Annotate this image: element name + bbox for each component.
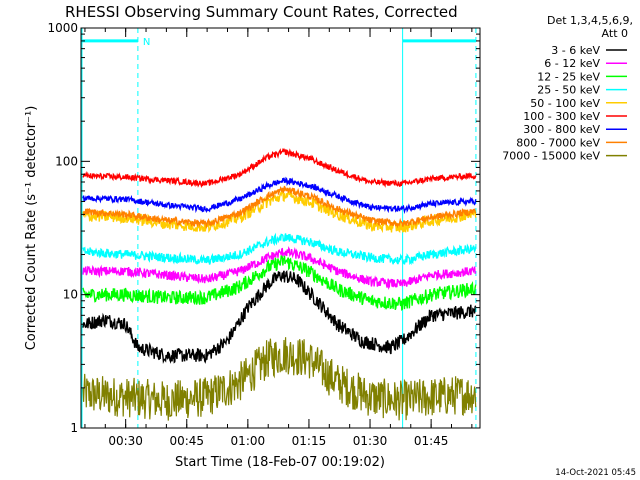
- x-tick-label: 01:15: [292, 434, 327, 448]
- legend-header-line-1: Det 1,3,4,5,6,9,: [547, 14, 633, 27]
- x-tick-label: 00:45: [169, 434, 204, 448]
- night-annotation: N: [143, 37, 150, 48]
- y-axis-label: Corrected Count Rate (s⁻¹ detector⁻¹): [24, 106, 39, 351]
- series-line-100-300keV: [82, 147, 477, 189]
- chart-title: RHESSI Observing Summary Count Rates, Co…: [65, 3, 458, 21]
- x-axis-label: Start Time (18-Feb-07 00:19:02): [175, 455, 385, 470]
- series-line-300-800keV: [82, 176, 477, 215]
- series-line-7000-15000keV: [82, 337, 477, 421]
- timestamp: 14-Oct-2021 05:45: [555, 468, 636, 478]
- series-line-25-50keV: [82, 232, 477, 266]
- legend-label: 300 - 800 keV: [523, 123, 600, 136]
- y-tick-label: 100: [55, 154, 78, 168]
- series-line-50-100keV: [82, 188, 477, 234]
- y-tick-label: 1: [70, 421, 78, 435]
- y-axis-ticks: 1 10 100 1000: [47, 21, 480, 435]
- legend-header-line-2: Att 0: [602, 27, 628, 40]
- series-line-6-12keV: [82, 245, 477, 291]
- plot-frame: [80, 27, 481, 429]
- series-line-3-6keV: [82, 270, 477, 364]
- legend-label: 100 - 300 keV: [523, 110, 600, 123]
- y-tick-label: 10: [63, 288, 78, 302]
- night-bars: N: [81, 37, 476, 48]
- legend-label: 50 - 100 keV: [530, 97, 600, 110]
- legend-label: 6 - 12 keV: [544, 57, 600, 70]
- legend-label: 12 - 25 keV: [537, 70, 600, 83]
- x-tick-label: 01:45: [414, 434, 449, 448]
- data-series: [82, 147, 477, 421]
- legend-label: 3 - 6 keV: [551, 44, 600, 57]
- x-tick-label: 00:30: [108, 434, 143, 448]
- x-tick-label: 01:00: [231, 434, 266, 448]
- series-line-12-25keV: [82, 255, 477, 311]
- legend: Det 1,3,4,5,6,9, Att 0: [547, 14, 633, 40]
- legend-label: 800 - 7000 keV: [516, 136, 600, 149]
- legend-label: 25 - 50 keV: [537, 84, 600, 97]
- y-tick-label: 1000: [47, 21, 78, 35]
- legend-label: 7000 - 15000 keV: [502, 150, 600, 163]
- axes: [80, 27, 481, 429]
- x-axis-ticks: 00:30 00:45 01:00 01:15 01:30 01:45: [84, 28, 473, 448]
- series-line-800-7000keV: [82, 185, 477, 230]
- x-tick-label: 01:30: [353, 434, 388, 448]
